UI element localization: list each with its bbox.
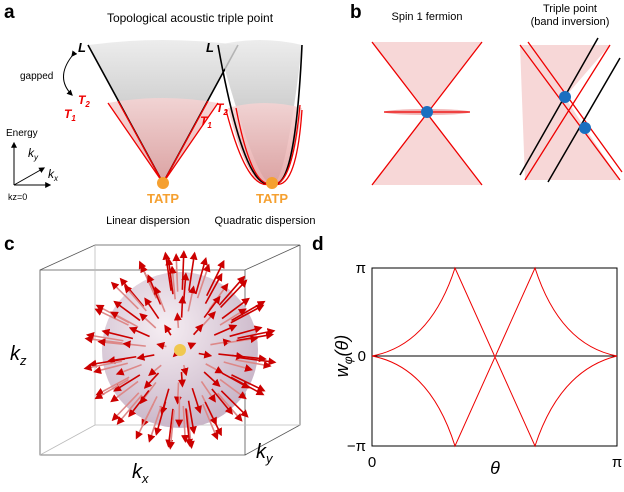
point-label: TATP <box>256 191 288 206</box>
axis-label: kx <box>132 461 149 486</box>
sub: x <box>141 471 149 486</box>
band-label: T2 <box>216 101 228 117</box>
x-tick-label: π <box>612 454 622 471</box>
axis-label: ky <box>256 441 274 466</box>
sub: y <box>33 153 39 162</box>
y-tick-label: π <box>356 260 366 277</box>
axis-label: kz <box>10 343 27 368</box>
gap-label: gapped <box>20 71 53 82</box>
axis-note: kz=0 <box>8 192 27 202</box>
band-label: L <box>206 40 214 55</box>
sub: z <box>19 353 27 368</box>
panel-letter: d <box>312 234 324 255</box>
caption: Triple point <box>543 3 597 15</box>
caption: Spin 1 fermion <box>392 11 463 23</box>
quadratic-cone <box>218 40 302 189</box>
caption: Quadratic dispersion <box>215 215 316 227</box>
wilson-loop <box>372 268 617 446</box>
gap-arrow <box>64 56 73 95</box>
monopole <box>174 344 186 356</box>
axis-label: ky <box>28 146 39 162</box>
band-label: T1 <box>200 114 212 130</box>
w: w <box>332 363 352 377</box>
point-label: TATP <box>147 191 179 206</box>
spin1-cone <box>372 42 482 185</box>
triple-point-cone <box>520 38 622 182</box>
x-axis-label: θ <box>490 458 500 478</box>
caption: (band inversion) <box>531 16 610 28</box>
panel-title: Topological acoustic triple point <box>107 11 274 25</box>
sub: 2 <box>84 100 90 109</box>
x-tick-label: 0 <box>368 454 376 471</box>
band-label: L <box>78 40 86 55</box>
axis-label: Energy <box>6 128 38 139</box>
figure: a Topological acoustic triple point L L … <box>0 0 624 487</box>
field-arrow <box>181 372 182 386</box>
sub: x <box>53 174 59 183</box>
sub: 1 <box>71 114 76 123</box>
panel-letter: b <box>350 2 362 23</box>
sub: 1 <box>207 121 212 130</box>
band-label: T1 <box>64 107 76 123</box>
y-axis-label: wφ(θ) <box>332 335 355 378</box>
field-arrow <box>178 382 179 403</box>
band-label: T2 <box>78 93 90 109</box>
axis-label: kx <box>48 167 59 183</box>
sub: y <box>265 451 274 466</box>
sub: 2 <box>222 108 228 117</box>
sub: φ <box>341 356 355 364</box>
panel-letter: a <box>4 2 15 23</box>
y-tick-label: 0 <box>358 348 366 365</box>
caption: Linear dispersion <box>106 215 190 227</box>
field-arrow <box>177 314 178 328</box>
panel-letter: c <box>4 234 15 255</box>
arg: (θ) <box>332 335 352 357</box>
y-tick-label: −π <box>347 438 366 455</box>
field-arrow <box>182 297 183 318</box>
